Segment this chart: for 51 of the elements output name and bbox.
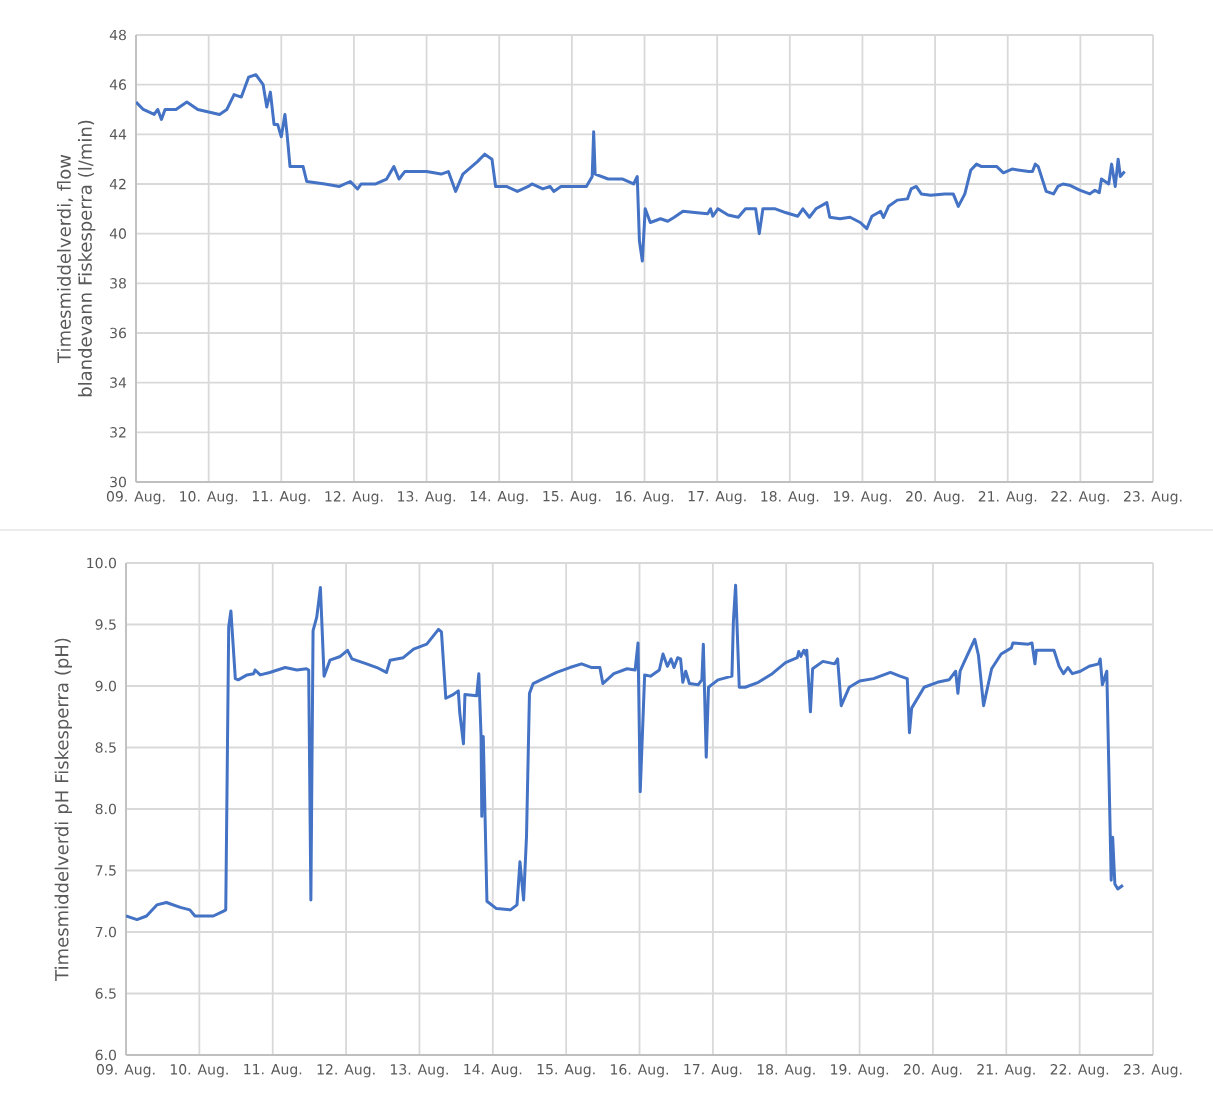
x-tick-label: 22. Aug. bbox=[1051, 491, 1109, 505]
x-tick-label: 14. Aug. bbox=[464, 1064, 522, 1078]
x-tick-label: 11. Aug. bbox=[252, 491, 310, 505]
x-tick-label: 13. Aug. bbox=[398, 491, 456, 505]
y-tick-label: 42 bbox=[109, 178, 126, 190]
x-tick-label: 20. Aug. bbox=[903, 1064, 962, 1078]
x-tick-label: 16. Aug. bbox=[616, 491, 673, 505]
y-tick-label: 10.0 bbox=[87, 557, 116, 569]
x-tick-label: 15. Aug. bbox=[537, 1064, 595, 1078]
y-tick-label: 7.0 bbox=[95, 926, 116, 938]
y-tick-label: 7.5 bbox=[95, 865, 116, 876]
y-tick-label: 34 bbox=[110, 377, 127, 388]
y-tick-label: 9.5 bbox=[95, 619, 116, 630]
y-tick-label: 38 bbox=[110, 278, 126, 289]
y-tick-label: 9.0 bbox=[95, 680, 116, 692]
x-tick-label: 14. Aug. bbox=[470, 491, 528, 505]
y-tick-label: 32 bbox=[110, 427, 126, 438]
x-tick-label: 10. Aug. bbox=[180, 491, 238, 505]
x-tick-label: 16. Aug. bbox=[611, 1064, 668, 1078]
x-tick-label: 23. Aug. bbox=[1124, 1064, 1182, 1078]
y-tick-label: 6.5 bbox=[95, 988, 116, 999]
x-tick-label: 19. Aug. bbox=[831, 1064, 889, 1078]
y-tick-label: 40 bbox=[109, 228, 126, 239]
x-tick-label: 09. Aug. bbox=[96, 1064, 155, 1078]
y-tick-label: 46 bbox=[109, 79, 127, 90]
y-axis-title: Timesmiddelverdi pH Fiskesperra (pH) bbox=[54, 638, 73, 981]
x-tick-label: 23. Aug. bbox=[1124, 491, 1182, 505]
y-tick-label: 48 bbox=[109, 29, 126, 41]
x-tick-label: 09. Aug. bbox=[106, 491, 165, 505]
x-tick-label: 19. Aug. bbox=[833, 491, 891, 505]
x-tick-label: 12. Aug. bbox=[317, 1064, 375, 1078]
x-tick-label: 11. Aug. bbox=[244, 1064, 302, 1078]
y-tick-label: 8.5 bbox=[95, 742, 116, 753]
x-tick-label: 17. Aug. bbox=[684, 1064, 742, 1078]
y-tick-label: 30 bbox=[110, 476, 126, 488]
y-tick-label: 44 bbox=[109, 129, 127, 140]
x-tick-label: 21. Aug. bbox=[977, 1064, 1035, 1078]
x-tick-label: 18. Aug. bbox=[761, 491, 819, 505]
x-tick-label: 22. Aug. bbox=[1050, 1064, 1109, 1078]
x-tick-label: 12. Aug. bbox=[325, 491, 383, 505]
y-tick-label: 36 bbox=[110, 327, 127, 339]
x-tick-label: 15. Aug. bbox=[543, 491, 601, 505]
y-tick-label: 8.0 bbox=[95, 803, 116, 815]
x-tick-label: 10. Aug. bbox=[170, 1064, 228, 1078]
x-tick-label: 18. Aug. bbox=[757, 1064, 815, 1078]
y-tick-label: 6.0 bbox=[95, 1049, 116, 1061]
x-tick-label: 13. Aug. bbox=[390, 1064, 448, 1078]
y-axis-title: Timesmiddelverdi, flow blandevann Fiskesperra (l/min) bbox=[56, 120, 96, 397]
x-tick-label: 17. Aug. bbox=[688, 491, 746, 505]
x-tick-label: 20. Aug. bbox=[906, 491, 964, 505]
x-tick-label: 21. Aug. bbox=[978, 491, 1037, 505]
